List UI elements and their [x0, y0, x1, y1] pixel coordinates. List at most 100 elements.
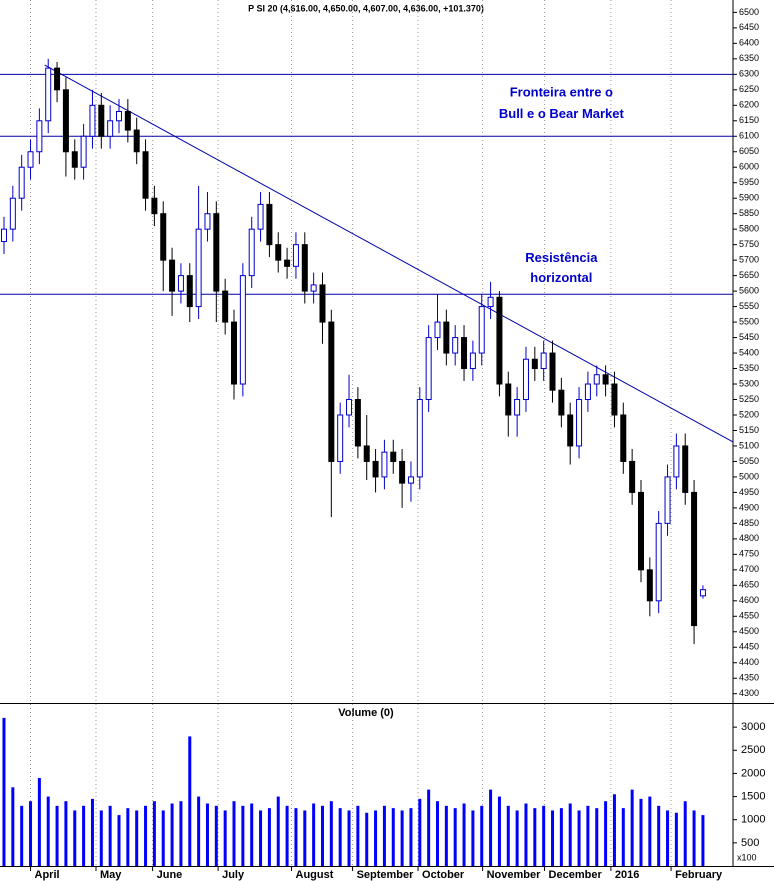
candle-body	[673, 445, 680, 478]
y-tick-label: 5450	[739, 332, 759, 342]
volume-bar	[99, 810, 103, 866]
y-tick-label: 4850	[739, 518, 759, 528]
candle-body	[257, 203, 264, 230]
volume-bar	[365, 812, 369, 866]
candle-body	[461, 337, 468, 370]
volume-tick-label: 3000	[741, 721, 765, 733]
y-tick-label: 5300	[739, 378, 759, 388]
candle-body	[637, 491, 644, 571]
y-tick-label: 5750	[739, 239, 759, 249]
volume-bar	[37, 778, 41, 866]
candle-body	[664, 476, 671, 524]
volume-bar	[674, 812, 678, 866]
y-tick-label: 4300	[739, 688, 759, 698]
volume-bar	[294, 808, 298, 866]
chart-title: P SI 20 (4,616.00, 4,650.00, 4,607.00, 4…	[248, 3, 484, 13]
volume-tick-label: 500	[741, 837, 759, 849]
candle-body	[310, 284, 317, 292]
candle-body	[691, 491, 698, 627]
candle-body	[248, 228, 255, 277]
y-tick-label: 4650	[739, 580, 759, 590]
candle-body	[36, 120, 43, 153]
candle-body	[27, 151, 34, 168]
y-tick-label: 5250	[739, 394, 759, 404]
volume-bar	[418, 798, 422, 866]
y-tick-label: 6150	[739, 115, 759, 125]
candle-body	[576, 399, 583, 447]
candle-body	[275, 244, 282, 261]
candle-body	[478, 306, 485, 354]
y-tick-label: 4750	[739, 549, 759, 559]
volume-bar	[462, 803, 466, 866]
candle-body	[487, 296, 494, 308]
candle-body	[629, 460, 636, 493]
x-tick-label: April	[35, 869, 60, 881]
volume-bar	[29, 801, 33, 866]
volume-bar	[497, 796, 501, 866]
volume-bar	[135, 810, 139, 866]
candle-body	[337, 414, 344, 462]
x-tick-label: July	[222, 869, 245, 881]
volume-bar	[312, 803, 316, 866]
y-tick-label: 4550	[739, 611, 759, 621]
volume-tick-label: 1000	[741, 814, 765, 826]
volume-bar	[11, 787, 15, 866]
volume-bar	[73, 810, 77, 866]
x-tick-label: October	[422, 869, 465, 881]
candle-body	[213, 213, 220, 292]
candle-body	[558, 389, 565, 416]
volume-bar	[259, 810, 263, 866]
candle-body	[593, 374, 600, 385]
candle-body	[98, 104, 105, 137]
candle-body	[231, 321, 238, 385]
candle-body	[328, 321, 335, 462]
candle-body	[133, 129, 140, 153]
candle-body	[115, 110, 122, 122]
volume-bar	[170, 803, 174, 866]
y-tick-label: 5950	[739, 177, 759, 187]
volume-bar	[267, 808, 271, 866]
y-tick-label: 6200	[739, 100, 759, 110]
y-tick-label: 6500	[739, 7, 759, 17]
candle-body	[531, 358, 538, 370]
candle-body	[620, 414, 627, 462]
candle-body	[399, 460, 406, 484]
volume-tick-label: 2500	[741, 744, 765, 756]
volume-bar	[533, 808, 537, 866]
volume-bar	[453, 808, 457, 866]
volume-bar	[648, 796, 652, 866]
volume-bar	[223, 810, 227, 866]
volume-bar	[409, 808, 413, 866]
volume-bar	[489, 789, 493, 866]
y-tick-label: 6000	[739, 162, 759, 172]
x-tick-label: November	[487, 869, 542, 881]
y-tick-label: 4450	[739, 642, 759, 652]
volume-bar	[692, 810, 696, 866]
y-tick-label: 5500	[739, 316, 759, 326]
volume-bar	[374, 810, 378, 866]
candle-body	[9, 197, 16, 230]
candle-body	[469, 352, 476, 370]
y-tick-label: 6450	[739, 22, 759, 32]
volume-bar	[232, 801, 236, 866]
candle-body	[611, 383, 618, 416]
candle-body	[301, 244, 308, 292]
volume-bar	[197, 796, 201, 866]
volume-bar	[621, 808, 625, 866]
candle-body	[372, 460, 379, 478]
y-tick-label: 6350	[739, 53, 759, 63]
candle-body	[549, 352, 556, 391]
volume-bar	[90, 798, 94, 866]
volume-bar	[117, 815, 121, 866]
x-tick-label: February	[675, 869, 723, 881]
y-tick-label: 4350	[739, 673, 759, 683]
volume-bar	[542, 805, 546, 866]
volume-bar	[179, 801, 183, 866]
volume-bar	[683, 801, 687, 866]
volume-bar	[276, 796, 280, 866]
candle-body	[284, 259, 291, 267]
candle-body	[80, 135, 87, 168]
candle-body	[45, 67, 52, 122]
candle-body	[319, 284, 326, 323]
y-tick-label: 6400	[739, 38, 759, 48]
